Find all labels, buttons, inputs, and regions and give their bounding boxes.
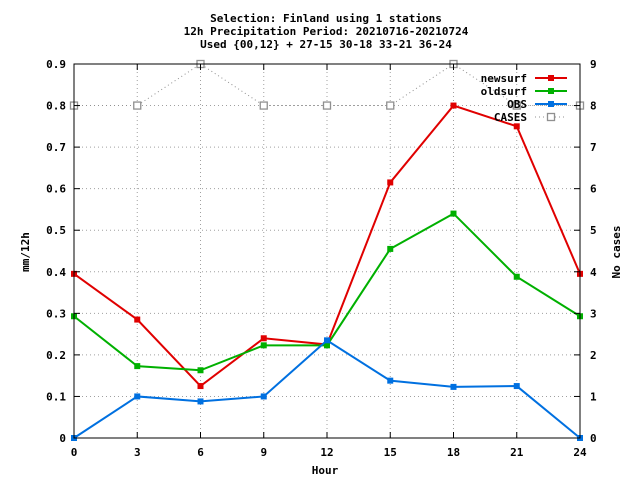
obs-point [134,393,141,400]
y-tick-label: 0.9 [46,58,66,71]
y-tick-label: 0.1 [46,390,66,403]
x-axis-label: Hour [312,464,339,477]
legend-label-obs: OBS [507,98,527,111]
y2-tick-label: 3 [590,307,597,320]
newsurf-point [197,383,204,390]
legend-marker-obs [548,101,554,107]
legend-label-newsurf: newsurf [481,72,527,85]
axis-ticks: 0 3 6 9 12 15 18 21 2400.10.20.30.40.50.60.70.80… [46,58,597,459]
legend-label-cases: CASES [494,111,527,124]
oldsurf-point [134,363,141,370]
legend-marker-newsurf [548,75,554,81]
y-tick-label: 0.8 [46,100,66,113]
oldsurf-point [197,367,204,374]
y2-tick-label: 5 [590,224,597,237]
y-tick-label: 0.5 [46,224,66,237]
x-tick-label: 18 [447,446,460,459]
y2-axis-label: No cases [610,226,623,279]
y-tick-label: 0.7 [46,141,66,154]
x-tick-label: 3 [134,446,141,459]
legend-marker-cases [546,112,556,122]
y2-tick-label: 2 [590,349,597,362]
y-tick-label: 0.4 [46,266,66,279]
legend-label-oldsurf: oldsurf [481,85,527,98]
y2-tick-label: 8 [590,100,597,113]
newsurf-point [387,179,394,186]
x-tick-label: 21 [510,446,524,459]
title-line-3: Used {00,12} + 27-15 30-18 33-21 36-24 [200,38,452,51]
title-line-1: Selection: Finland using 1 stations [210,12,442,25]
x-tick-label: 0 [71,446,78,459]
x-tick-label: 24 [573,446,587,459]
cases-line [74,63,580,107]
newsurf-point [260,335,267,342]
y2-tick-label: 6 [590,183,597,196]
x-tick-label: 15 [384,446,397,459]
obs-point [260,393,267,400]
y2-tick-label: 4 [590,266,597,279]
oldsurf-point [513,273,520,280]
x-tick-label: 9 [260,446,267,459]
newsurf-point [134,316,141,323]
newsurf-point [450,102,457,109]
y-tick-label: 0.6 [46,183,66,196]
oldsurf-point [387,245,394,252]
newsurf-point [513,123,520,130]
y2-tick-label: 9 [590,58,597,71]
cases-point [386,101,395,110]
y2-tick-label: 0 [590,432,597,445]
cases-point [259,101,268,110]
y-tick-label: 0.3 [46,307,66,320]
obs-point [513,383,520,390]
y2-tick-label: 7 [590,141,597,154]
title-line-2: 12h Precipitation Period: 20210716-20210… [184,25,469,38]
cases-point [322,101,332,110]
y-axis-label: mm/12h [19,232,32,272]
y-tick-label: 0 [59,432,66,445]
x-tick-label: 12 [320,446,333,459]
x-tick-label: 6 [197,446,204,459]
obs-point [197,398,204,405]
oldsurf-point [260,342,267,349]
obs-point [324,337,330,344]
cases-point [512,101,521,110]
cases-point [133,101,142,110]
obs-point [450,383,457,390]
y-tick-label: 0.2 [46,349,66,362]
oldsurf-point [450,210,457,217]
legend-marker-oldsurf [548,88,554,94]
obs-point [387,377,394,384]
y2-tick-label: 1 [590,390,597,403]
chart-title: Selection: Finland using 1 stations 12h … [184,12,469,51]
oldsurf-point [324,342,330,349]
